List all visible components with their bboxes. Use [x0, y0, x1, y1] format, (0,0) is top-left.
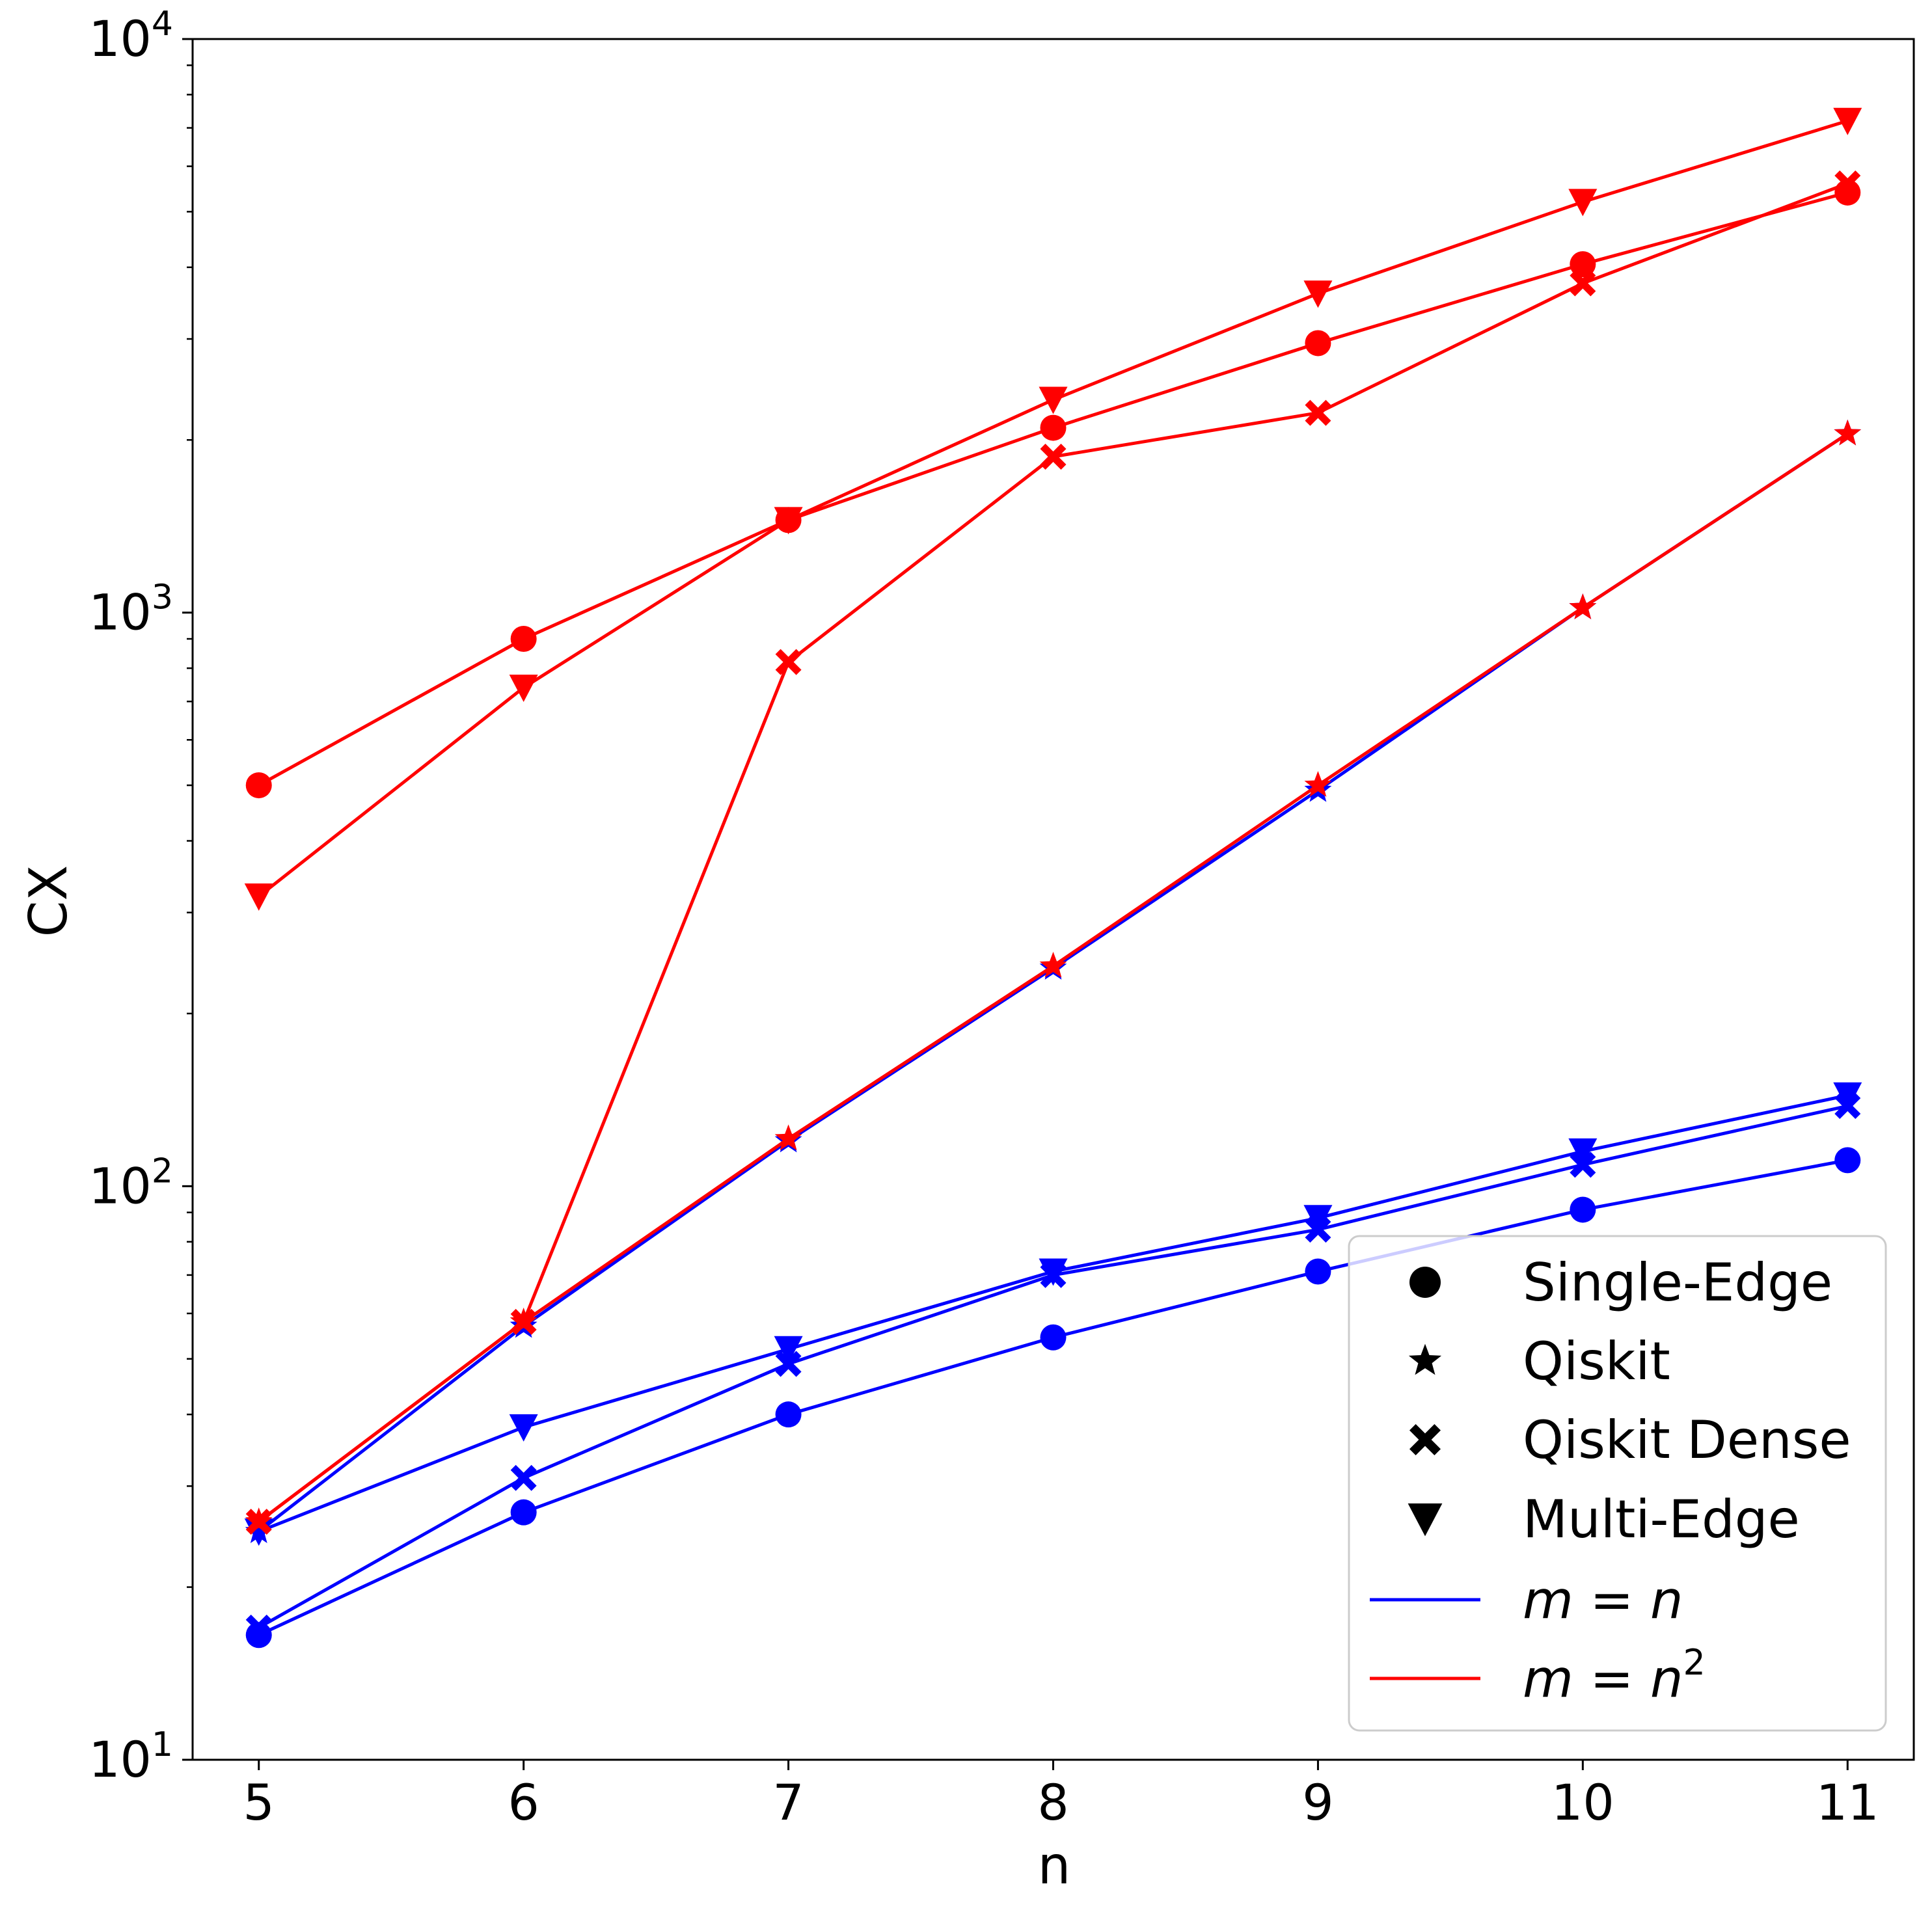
- data-point-multi-edge-m-n-squared-n6: [509, 674, 538, 702]
- legend-label-multi-edge: Multi-Edge: [1523, 1489, 1800, 1550]
- series-multi-edge-m-n-squared: [244, 107, 1862, 911]
- x-axis-label: n: [1038, 1835, 1071, 1896]
- data-point-qiskit-dense-m-n-n9: [1305, 1217, 1331, 1243]
- legend-entry-line-1: m = n2: [1370, 1642, 1706, 1709]
- legend-entry-line-0: m = n: [1370, 1570, 1683, 1630]
- data-point-qiskit-m-n-squared-n10: [1569, 593, 1597, 619]
- data-point-qiskit-dense-m-n-squared-n9: [1305, 399, 1331, 426]
- legend-label-qiskit: Qiskit: [1523, 1331, 1670, 1392]
- x-tick-label: 6: [508, 1773, 539, 1831]
- series-qiskit-m-n-squared: [245, 419, 1862, 1533]
- x-tick-label: 7: [772, 1773, 804, 1831]
- data-point-single-edge-m-n-n8: [1040, 1324, 1067, 1351]
- legend-marker-entries: Single-Edge Qiskit Qiskit Dense Multi-Edge: [1408, 1252, 1851, 1550]
- data-point-multi-edge-m-n-n6: [509, 1414, 538, 1442]
- data-point-qiskit-m-n-squared-n5: [245, 1507, 273, 1533]
- data-point-multi-edge-m-n-n10: [1568, 1138, 1598, 1166]
- data-point-multi-edge-m-n-n9: [1303, 1205, 1333, 1233]
- legend-entry-qiskit: Qiskit: [1408, 1331, 1670, 1392]
- legend-label-qiskit-dense: Qiskit Dense: [1523, 1410, 1851, 1470]
- x-tick-label: 5: [243, 1773, 275, 1831]
- legend-marker-x: [1409, 1424, 1441, 1455]
- data-point-single-edge-m-n-squared-n10: [1570, 251, 1596, 278]
- y-axis-label: CX: [18, 865, 79, 937]
- x-tick-label: 11: [1816, 1773, 1879, 1831]
- legend-label-m-equals-n: m = n: [1523, 1570, 1683, 1630]
- data-point-qiskit-m-n-squared-n9: [1304, 771, 1332, 797]
- y-tick-label: 103: [88, 578, 173, 641]
- data-point-multi-edge-m-n-squared-n11: [1833, 107, 1862, 135]
- y-tick-label: 102: [88, 1151, 173, 1215]
- legend-entry-single-edge: Single-Edge: [1409, 1252, 1832, 1313]
- data-point-single-edge-m-n-n6: [510, 1499, 537, 1526]
- data-point-single-edge-m-n-squared-n8: [1040, 414, 1067, 441]
- data-point-single-edge-m-n-squared-n9: [1305, 330, 1331, 357]
- data-point-single-edge-m-n-n11: [1834, 1147, 1861, 1174]
- legend-label-m-equals-n-squared: m = n2: [1523, 1642, 1706, 1709]
- legend-marker-circle: [1409, 1267, 1441, 1298]
- data-point-multi-edge-m-n-squared-n7: [774, 507, 803, 535]
- data-point-qiskit-dense-m-n-n6: [510, 1464, 537, 1491]
- legend-marker-triangle-down: [1408, 1503, 1443, 1537]
- data-point-multi-edge-m-n-squared-n8: [1039, 386, 1068, 414]
- data-point-qiskit-dense-m-n-squared-n11: [1834, 170, 1861, 197]
- data-point-qiskit-m-n-squared-n8: [1039, 951, 1067, 978]
- y-tick-label: 101: [88, 1725, 173, 1788]
- x-tick-label: 9: [1302, 1773, 1333, 1831]
- data-point-qiskit-dense-m-n-squared-n7: [775, 649, 802, 675]
- data-point-multi-edge-m-n-squared-n10: [1568, 189, 1598, 217]
- data-point-single-edge-m-n-n7: [775, 1401, 802, 1428]
- y-tick-label: 104: [88, 5, 173, 68]
- series-layer: [244, 107, 1862, 1649]
- data-point-qiskit-m-n-squared-n11: [1834, 419, 1862, 446]
- data-point-qiskit-dense-m-n-n8: [1040, 1261, 1067, 1288]
- data-point-qiskit-dense-m-n-n7: [775, 1351, 802, 1377]
- legend-entry-multi-edge: Multi-Edge: [1408, 1489, 1800, 1550]
- data-point-single-edge-m-n-squared-n5: [245, 772, 272, 799]
- legend-marker-star: [1408, 1343, 1442, 1375]
- data-point-qiskit-dense-m-n-squared-n8: [1040, 443, 1067, 470]
- data-point-multi-edge-m-n-squared-n5: [244, 883, 273, 911]
- series-single-edge-m-n: [245, 1147, 1861, 1649]
- data-point-single-edge-m-n-n5: [245, 1622, 272, 1649]
- data-point-qiskit-dense-m-n-n10: [1570, 1151, 1596, 1178]
- data-point-qiskit-dense-m-n-n11: [1834, 1093, 1861, 1120]
- data-point-single-edge-m-n-n10: [1570, 1196, 1596, 1223]
- data-point-qiskit-dense-m-n-squared-n10: [1570, 270, 1596, 297]
- x-tick-label: 8: [1037, 1773, 1068, 1831]
- data-point-multi-edge-m-n-n11: [1833, 1082, 1862, 1110]
- data-point-multi-edge-m-n-squared-n9: [1303, 280, 1333, 308]
- legend-entry-qiskit-dense: Qiskit Dense: [1409, 1410, 1851, 1470]
- data-point-qiskit-m-n-squared-n7: [774, 1124, 802, 1151]
- data-point-single-edge-m-n-n9: [1305, 1258, 1331, 1285]
- data-point-single-edge-m-n-squared-n6: [510, 626, 537, 653]
- ticks-layer: 5 6 7 8 9 10 11 101 102 103 104: [88, 5, 1879, 1831]
- legend-label-single-edge: Single-Edge: [1523, 1252, 1832, 1313]
- legend-box: [1348, 1235, 1887, 1732]
- data-point-qiskit-m-n-squared-n6: [510, 1307, 537, 1334]
- x-tick-label: 10: [1551, 1773, 1614, 1831]
- data-point-multi-edge-m-n-n7: [774, 1336, 803, 1364]
